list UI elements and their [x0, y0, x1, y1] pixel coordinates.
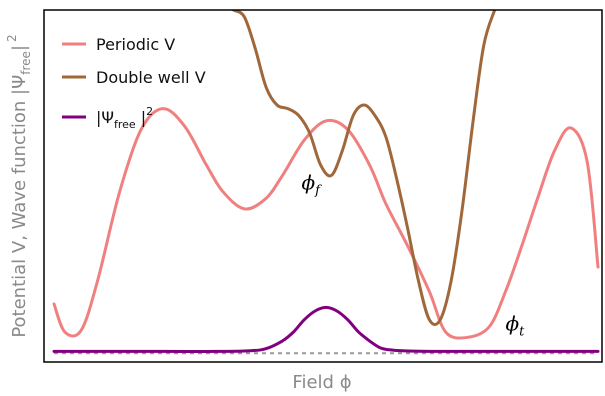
legend-label-wavefunction: |Ψfree |2 — [96, 105, 153, 131]
series-wavefunction-line — [52, 305, 600, 353]
annotation-phi-t: ϕt — [506, 311, 526, 339]
legend-label-periodic: Periodic V — [96, 35, 175, 54]
legend: Periodic V Double well V |Ψfree |2 — [62, 35, 206, 131]
y-axis-label-sub: free — [19, 51, 33, 75]
plot-frame — [43, 9, 603, 363]
legend-label-double-well: Double well V — [96, 68, 206, 87]
annotation-phi-f: ϕf — [302, 171, 323, 199]
y-axis-label-end: | — [9, 45, 30, 51]
y-axis-label: Potential V, Wave function |Ψfree| 2 — [5, 34, 33, 337]
x-axis-label: Field ϕ — [292, 372, 351, 393]
series-double-well-line — [232, 10, 497, 327]
series-periodic-line — [52, 107, 600, 340]
y-axis-label-sup: 2 — [5, 34, 19, 42]
y-axis-label-main: Potential V, Wave function |Ψ — [9, 75, 30, 338]
